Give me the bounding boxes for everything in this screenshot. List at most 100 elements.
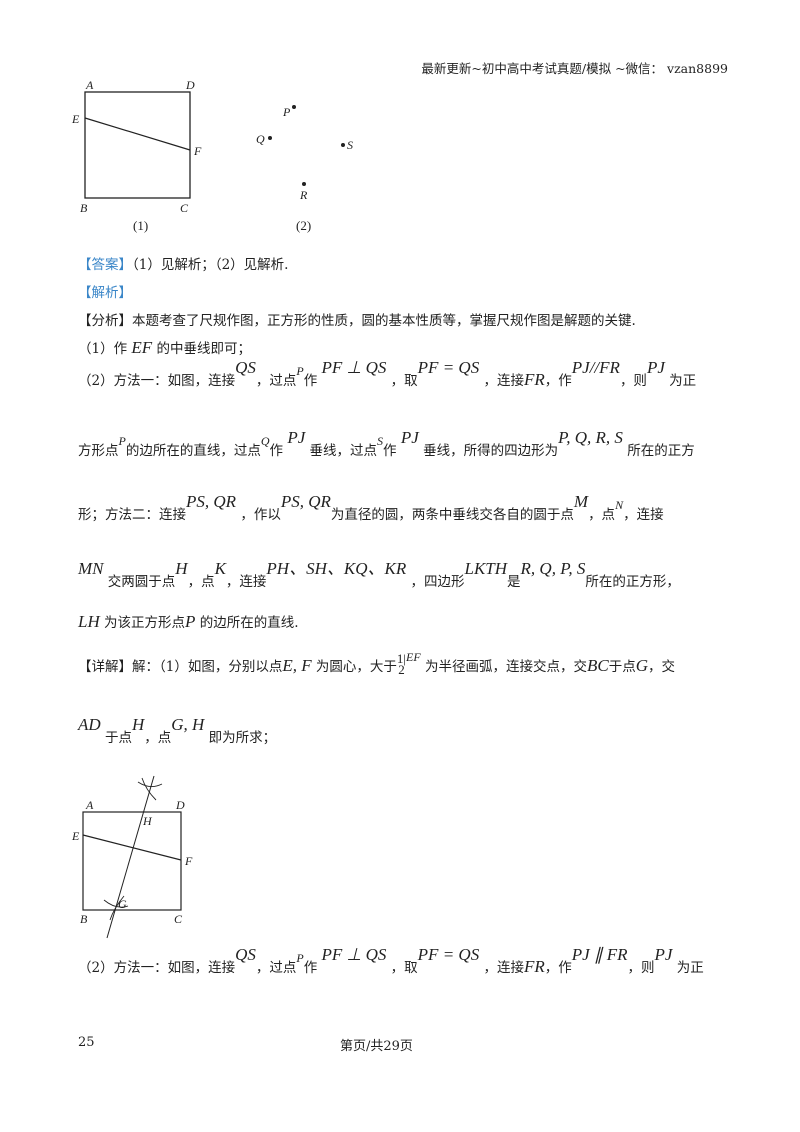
- math-expression: LKTH: [464, 559, 508, 578]
- text-segment: 交两圆于点: [103, 574, 176, 590]
- label-E: E: [71, 112, 80, 126]
- math-expression: E, F: [282, 656, 312, 675]
- text-segment: ，作: [544, 960, 572, 976]
- text-segment: 所在的正方形，: [585, 574, 680, 590]
- math-expression: P: [185, 612, 196, 631]
- math-expression: MN: [78, 559, 104, 578]
- math-expression: Q: [260, 434, 270, 448]
- text-segment: ，过点: [255, 373, 297, 389]
- text-segment: 垂线，所得的四边形为: [418, 443, 559, 459]
- page-number: 25: [78, 1035, 95, 1050]
- math-expression: QS: [235, 945, 256, 964]
- text-segment: 的边所在的直线.: [195, 615, 299, 631]
- perpendicular-bisector: [106, 775, 155, 939]
- text-segment: （2）方法一：如图，连接: [78, 960, 236, 976]
- math-expression: N: [615, 498, 624, 512]
- math-expression: H: [131, 715, 145, 734]
- text-segment: 的边所在的直线，过点: [125, 443, 261, 459]
- text-line: （2）方法一：如图，连接QS，过点P作 PF ⊥ QS ，取PF = QS ，连…: [78, 945, 704, 977]
- text-line: AD 于点H，点G, H 即为所求；: [78, 715, 277, 747]
- math-expression: PJ: [287, 428, 306, 447]
- text-line: （1）作 EF 的中垂线即可；: [78, 337, 251, 358]
- math-expression: PJ: [654, 945, 673, 964]
- text-line: 【解析】: [78, 281, 132, 301]
- label-P: P: [282, 105, 291, 119]
- math-expression: G, H: [171, 715, 205, 734]
- label-F: F: [184, 854, 193, 868]
- text-line: 方形点P的边所在的直线，过点Q作 PJ 垂线，过点S作 PJ 垂线，所得的四边形…: [78, 428, 695, 460]
- math-expression: QS: [235, 358, 256, 377]
- page-header: 最新更新~初中高中考试真题/模拟 ~微信： vzan8899: [421, 61, 728, 76]
- text-segment: 为半径画弧，连接交点，交: [420, 659, 587, 675]
- text-segment: ，取: [386, 960, 418, 976]
- arc-marks-bottom: [103, 895, 129, 921]
- math-expression: PJ ∥ FR: [571, 945, 628, 964]
- label-D: D: [185, 78, 195, 92]
- text-segment: 即为所求；: [204, 730, 277, 746]
- text-segment: （1）见解析；（2）见解析.: [132, 257, 289, 273]
- text-segment: ，连接: [623, 507, 664, 523]
- math-expression: PJ//FR: [571, 358, 620, 377]
- math-expression: PS, QR: [186, 492, 237, 511]
- text-segment: 作: [383, 443, 401, 459]
- math-expression: AD: [78, 715, 101, 734]
- math-expression: FR: [524, 370, 545, 389]
- point-q: [268, 136, 272, 140]
- text-segment: ，连接: [225, 574, 267, 590]
- segment-ef: [84, 117, 191, 151]
- caption-1: (1): [133, 218, 148, 233]
- text-segment: 作: [269, 443, 288, 459]
- math-expression: PH、SH、KQ、KR: [266, 559, 407, 578]
- label-A: A: [85, 78, 94, 92]
- text-segment: 【答案】: [78, 257, 132, 273]
- text-line: 形；方法二：连接PS, QR ，作以PS, QR为直径的圆，两条中垂线交各自的圆…: [78, 492, 664, 524]
- label-B: B: [80, 912, 88, 926]
- text-segment: （2）方法一：如图，连接: [78, 373, 236, 389]
- text-segment: 方形点: [78, 443, 119, 459]
- label-D: D: [175, 798, 185, 812]
- math-expression: S: [377, 434, 384, 448]
- text-segment: 作: [303, 960, 322, 976]
- label-R: R: [299, 188, 308, 202]
- text-segment: ，作: [544, 373, 572, 389]
- text-segment: 于点: [608, 659, 636, 675]
- fraction: 1|2: [396, 650, 407, 677]
- text-segment: 【详解】解：（1）如图，分别以点: [78, 659, 283, 675]
- text-segment: ，连接: [479, 373, 524, 389]
- math-expression: P: [296, 951, 304, 965]
- text-segment: 形；方法二：连接: [78, 507, 186, 523]
- label-H: H: [142, 814, 153, 828]
- text-segment: ，交: [648, 659, 675, 675]
- page-info: 第页/共29页: [340, 1039, 413, 1054]
- math-expression: EF: [406, 650, 421, 664]
- text-segment: ，则: [619, 373, 647, 389]
- math-expression: LH: [78, 612, 100, 631]
- segment-ef: [82, 834, 182, 861]
- text-segment: 所在的正方: [622, 443, 695, 459]
- text-segment: ，点: [588, 507, 616, 523]
- text-line: LH 为该正方形点P 的边所在的直线.: [78, 611, 299, 632]
- label-S: S: [347, 138, 353, 152]
- caption-2: (2): [296, 218, 311, 233]
- label-F: F: [193, 144, 202, 158]
- text-segment: 为正: [664, 373, 697, 389]
- text-segment: 【解析】: [78, 285, 132, 301]
- math-expression: G: [635, 656, 648, 675]
- text-segment: 于点: [100, 730, 132, 746]
- text-segment: 的中垂线即可；: [152, 341, 251, 357]
- text-segment: 垂线，过点: [305, 443, 378, 459]
- arc-marks-top: [137, 777, 163, 801]
- math-expression: PJ: [400, 428, 419, 447]
- math-expression: EF: [131, 338, 153, 357]
- label-G: G: [118, 897, 127, 911]
- square-abcd: [82, 811, 182, 911]
- text-segment: ，连接: [479, 960, 524, 976]
- math-expression: PF = QS: [417, 358, 480, 377]
- math-expression: P: [118, 434, 126, 448]
- text-segment: 是: [507, 574, 521, 590]
- text-segment: 【分析】本题考查了尺规作图，正方形的性质，圆的基本性质等，掌握尺规作图是解题的关…: [78, 313, 636, 329]
- point-p: [292, 105, 296, 109]
- label-A: A: [85, 798, 94, 812]
- text-line: 【分析】本题考查了尺规作图，正方形的性质，圆的基本性质等，掌握尺规作图是解题的关…: [78, 309, 636, 329]
